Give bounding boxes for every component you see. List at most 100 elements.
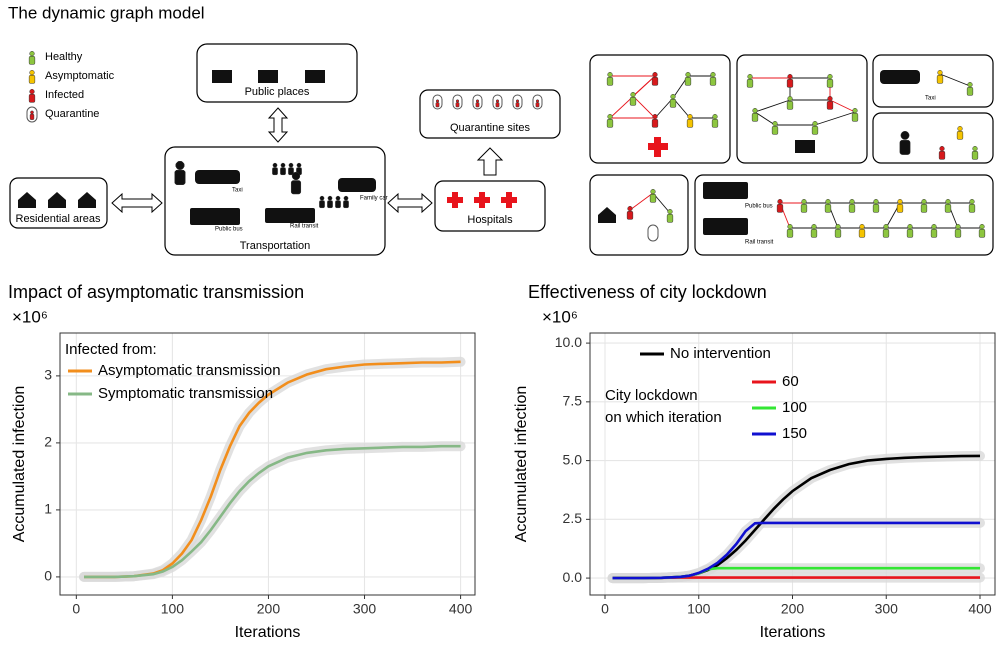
- person-icon: [174, 169, 186, 185]
- person-icon: [969, 199, 975, 205]
- person-icon: [475, 99, 480, 103]
- quarantine-icon: [647, 224, 659, 242]
- panel-label: Taxi: [925, 96, 936, 102]
- legend-label: No intervention: [670, 345, 771, 362]
- person-icon: [296, 162, 302, 168]
- person-icon: [851, 113, 859, 122]
- person-icon: [936, 75, 944, 84]
- person-icon: [858, 229, 866, 238]
- legend-label: Symptomatic transmission: [98, 385, 273, 402]
- person-icon: [515, 99, 520, 103]
- y-axis-label: Accumulated infection: [11, 386, 28, 543]
- legend-title: Infected from:: [65, 341, 157, 358]
- house-icon: [48, 192, 66, 208]
- legend-title: on which iteration: [605, 409, 722, 426]
- person-icon: [825, 199, 831, 205]
- person-icon: [906, 229, 914, 238]
- person-icon: [327, 195, 333, 201]
- x-tick-label: 400: [968, 601, 992, 617]
- person-icon: [882, 229, 890, 238]
- person-icon: [626, 211, 634, 220]
- x-tick-label: 300: [875, 601, 899, 617]
- person-icon: [455, 99, 460, 103]
- line-series: [612, 521, 980, 580]
- person-icon: [29, 113, 35, 120]
- legend-label: Asymptomatic transmission: [98, 362, 281, 379]
- person-icon: [907, 224, 913, 230]
- x-tick-label: 100: [687, 601, 711, 617]
- cross-icon: [452, 192, 458, 208]
- person-icon: [629, 97, 637, 106]
- person-icon: [335, 200, 341, 209]
- person-icon: [435, 99, 440, 103]
- person-icon: [630, 92, 636, 98]
- vehicle-label: Family car: [360, 196, 388, 202]
- person-icon: [535, 99, 540, 103]
- person-icon: [826, 79, 834, 88]
- legend-label: 150: [782, 425, 807, 442]
- box-label: Public places: [245, 86, 310, 98]
- panel-box: [589, 54, 731, 164]
- legend-title: City lockdown: [605, 387, 698, 404]
- person-icon: [899, 139, 911, 155]
- box-label: Quarantine sites: [450, 122, 531, 134]
- person-icon: [607, 114, 613, 120]
- vehicle-label: Rail transit: [290, 224, 319, 230]
- plot-border: [59, 332, 476, 596]
- vehicle-icon: [265, 208, 315, 223]
- person-icon: [343, 200, 349, 209]
- person-icon: [684, 77, 692, 86]
- x-tick-label: 400: [449, 601, 473, 617]
- person-icon: [685, 72, 691, 78]
- person-icon: [930, 229, 938, 238]
- x-tick-label: 200: [781, 601, 805, 617]
- person-icon: [811, 224, 817, 230]
- charts: Impact of asymptomatic transmission ×10⁶ 0…: [8, 282, 996, 641]
- person-icon: [607, 72, 613, 78]
- person-icon: [800, 204, 808, 213]
- vehicle-label: Taxi: [232, 188, 243, 194]
- person-icon: [710, 72, 716, 78]
- person-icon: [666, 214, 674, 223]
- person-icon: [811, 126, 819, 135]
- person-icon: [319, 195, 325, 201]
- person-icon: [627, 206, 633, 212]
- x-tick-label: 100: [161, 601, 185, 617]
- person-icon: [968, 204, 976, 213]
- vehicle-icon: [880, 70, 920, 84]
- cross-icon: [506, 192, 512, 208]
- edge: [632, 95, 656, 119]
- person-icon: [29, 51, 35, 57]
- y-tick-label: 2.5: [563, 510, 583, 526]
- person-icon: [751, 113, 759, 122]
- panel-box: [736, 54, 868, 164]
- person-icon: [835, 224, 841, 230]
- panel-box: [589, 174, 689, 256]
- person-icon: [652, 72, 658, 78]
- person-icon: [651, 119, 659, 128]
- person-icon: [776, 204, 784, 213]
- legend-label: Asymptomatic: [45, 70, 115, 82]
- legend-label: Quarantine: [45, 108, 99, 120]
- person-icon: [667, 209, 673, 215]
- vehicle-icon: [703, 182, 748, 199]
- person-icon: [931, 224, 937, 230]
- edge: [829, 99, 856, 113]
- person-icon: [938, 151, 946, 160]
- person-icon: [669, 99, 677, 108]
- person-icon: [746, 79, 754, 88]
- person-icon: [335, 195, 341, 201]
- building-icon: [305, 70, 325, 83]
- double-arrow: [267, 107, 289, 143]
- chart: Impact of asymptomatic transmission ×10⁶ 0…: [8, 282, 476, 641]
- person-icon: [966, 87, 974, 96]
- chart: Effectiveness of city lockdown ×10⁶ 0 100 20…: [513, 282, 996, 641]
- person-icon: [475, 102, 480, 108]
- person-icon: [971, 151, 979, 160]
- person-icon: [772, 121, 778, 127]
- person-icon: [937, 70, 943, 76]
- person-icon: [786, 79, 794, 88]
- house-icon: [78, 192, 96, 208]
- person-icon: [848, 204, 856, 213]
